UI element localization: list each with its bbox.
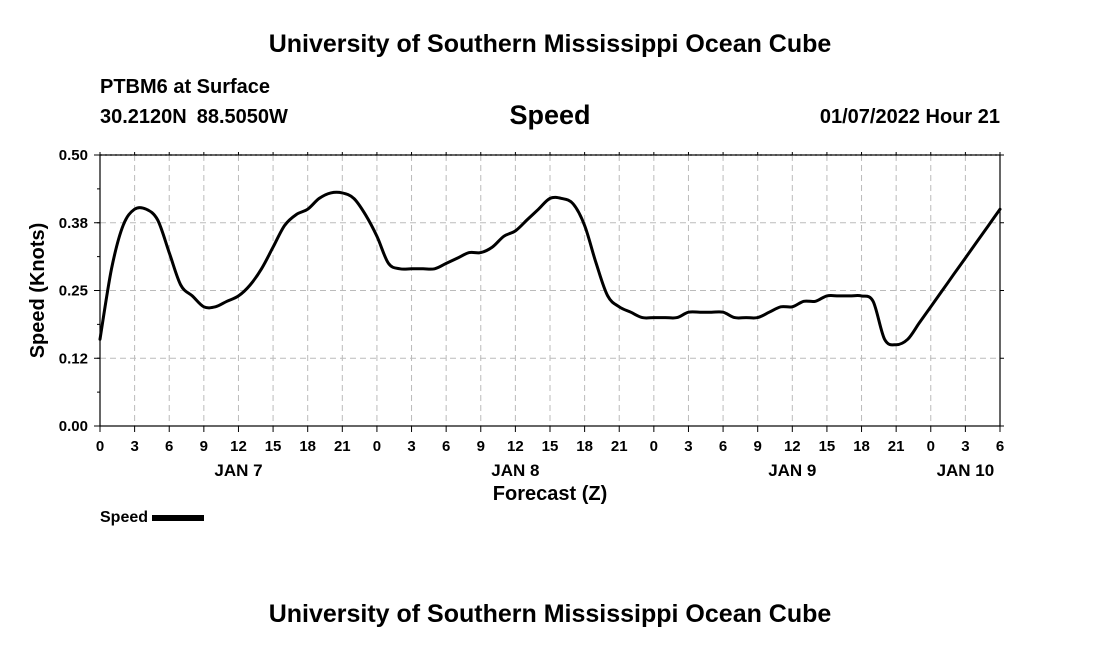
forecast-datetime: 01/07/2022 Hour 21 [819, 106, 1000, 128]
x-date-label: JAN 10 [937, 461, 995, 480]
x-date-label: JAN 8 [491, 461, 539, 480]
grid-lines [100, 154, 1000, 426]
x-tick-label: 12 [507, 438, 524, 455]
x-tick-label: 0 [96, 438, 104, 455]
y-tick-label: 0.50 [59, 147, 88, 164]
y-tick-label: 0.12 [59, 350, 88, 367]
x-tick-label: 6 [442, 438, 450, 455]
x-tick-label: 15 [265, 438, 282, 455]
y-axis-label: Speed (Knots) [27, 223, 49, 359]
chart-legend: Speed [100, 509, 205, 527]
x-tick-label: 21 [888, 438, 905, 455]
series-layer [98, 190, 1002, 347]
x-tick-label: 0 [927, 438, 935, 455]
x-tick-label: 9 [200, 438, 208, 455]
x-tick-label: 12 [784, 438, 801, 455]
station-coordinates: 30.2120N 88.5050W [100, 106, 288, 129]
x-tick-label: 3 [684, 438, 692, 455]
longitude-label: 88.5050W [196, 106, 288, 128]
x-date-label: JAN 9 [768, 461, 816, 480]
x-tick-label: 3 [407, 438, 415, 455]
x-tick-label: 18 [576, 438, 593, 455]
latitude-label: 30.2120N [100, 106, 187, 128]
x-tick-label: 18 [299, 438, 316, 455]
x-tick-label: 3 [130, 438, 138, 455]
y-tick-label: 0.38 [59, 215, 88, 232]
x-tick-label: 18 [853, 438, 870, 455]
x-tick-label: 6 [165, 438, 173, 455]
x-tick-label: 15 [542, 438, 559, 455]
axis-tick-labels: 0 3 6 9 12 15 18 21 0 3 6 9 12 15 18 21 0 3 6 9 12 15 18 21 0 3 6 0… [59, 147, 1004, 480]
y-tick-label: 0.25 [59, 283, 88, 300]
x-tick-label: 0 [650, 438, 658, 455]
x-tick-label: 9 [754, 438, 762, 455]
x-tick-label: 3 [961, 438, 969, 455]
x-tick-label: 21 [334, 438, 351, 455]
x-tick-label: 6 [719, 438, 727, 455]
x-tick-label: 12 [230, 438, 247, 455]
x-axis-label: Forecast (Z) [493, 483, 607, 505]
x-tick-label: 6 [996, 438, 1004, 455]
x-tick-label: 21 [611, 438, 628, 455]
legend-label-speed: Speed [100, 509, 149, 526]
chart-variable-title: Speed [509, 100, 591, 130]
x-tick-label: 15 [819, 438, 836, 455]
x-date-label: JAN 7 [214, 461, 262, 480]
chart-main-title: University of Southern Mississippi Ocean… [268, 30, 832, 58]
series-line-speed [98, 190, 1002, 347]
footer-title: University of Southern Mississippi Ocean… [268, 600, 832, 628]
legend-swatch-speed [152, 515, 205, 521]
station-label: PTBM6 at Surface [100, 76, 271, 98]
x-tick-label: 0 [373, 438, 381, 455]
axis-ticks [94, 152, 1004, 432]
x-tick-label: 9 [477, 438, 485, 455]
y-tick-label: 0.00 [59, 418, 88, 435]
